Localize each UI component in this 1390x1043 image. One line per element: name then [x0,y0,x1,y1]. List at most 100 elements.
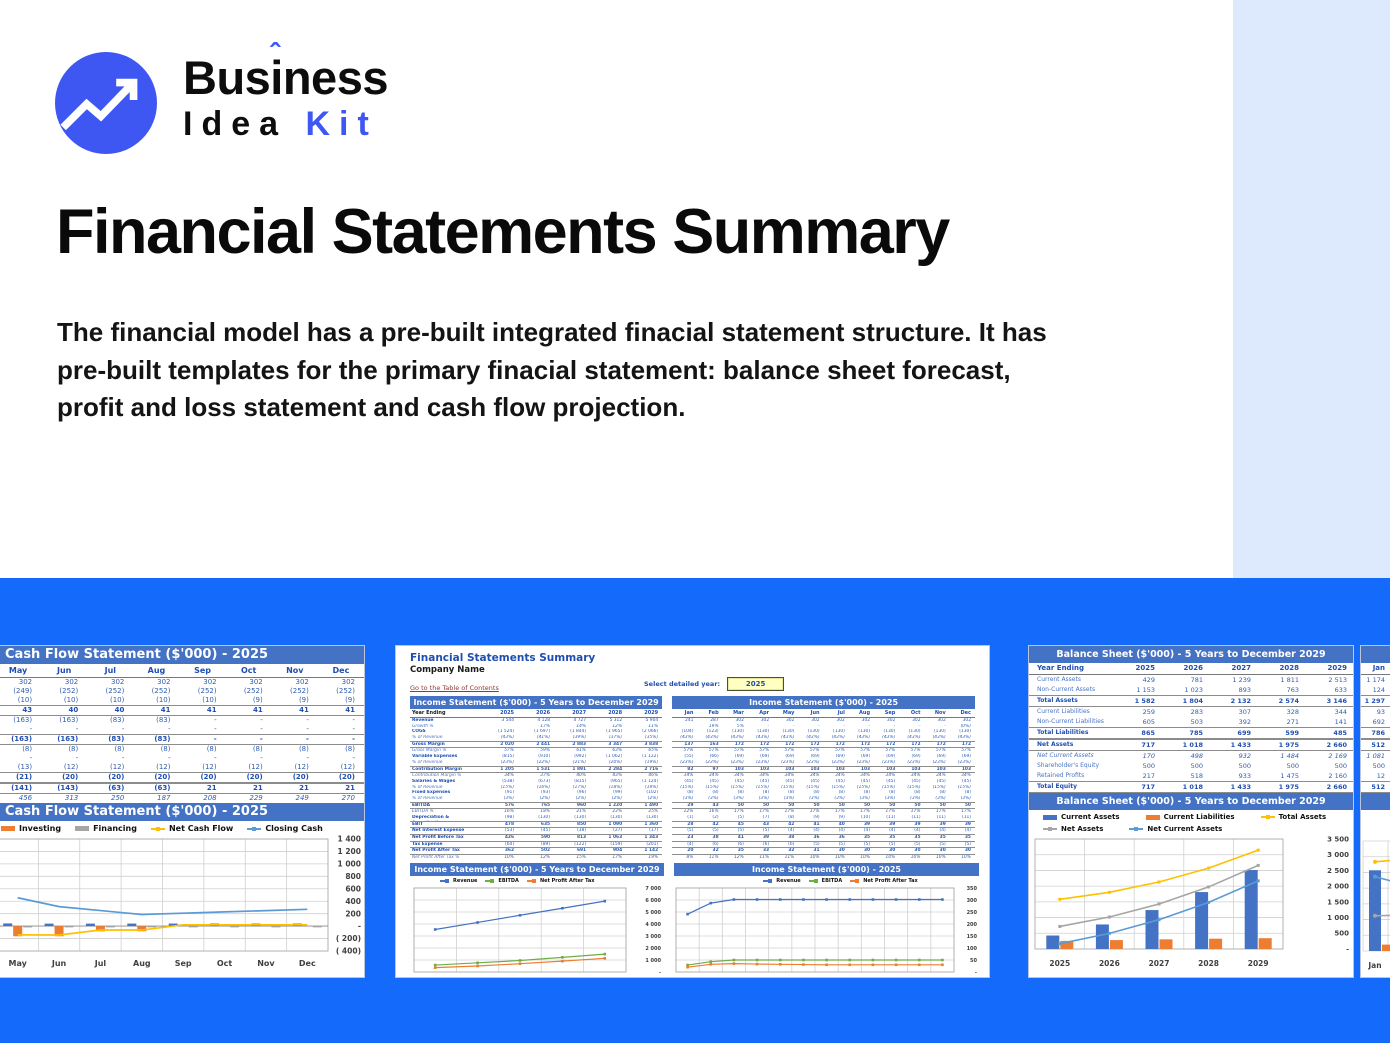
table-cell: 717 [1141,741,1155,749]
table-cell: 1 484 [1280,752,1299,760]
table-row: Fixed Expenses (91) (93) (96) (99) (102) [410,790,662,796]
svg-text:1 000: 1 000 [338,860,362,869]
table-cell: 31 [813,848,820,854]
table-row: Variable Expenses (815) (910) (992) (1 062) (… [410,754,662,760]
row-label: Growth % [412,723,434,729]
table-cell: 2 169 [1328,752,1347,760]
table-cell: 163 [709,741,719,747]
income-statement-screenshot: Financial Statements Summary Company Nam… [395,645,990,978]
table-cell: (130) [833,729,845,735]
table-cell: 41 [813,821,820,827]
table-cell: 82 [687,766,694,772]
table-cell: (1 062) [606,754,623,760]
summary-header: Financial Statements Summary Company Nam… [396,646,989,696]
table-cell: 3 347 [608,741,623,747]
table-cell: (43%) [907,735,921,741]
table-row: EBITDA % 16% 18% 21% 23% 25% [410,809,662,815]
table-cell: 36 [838,835,845,841]
page-title: Financial Statements Summary [56,197,950,267]
table-cell: (249) [13,687,33,695]
table-cell: (45) [785,778,795,784]
table-cell: 635 [540,821,551,827]
svg-text:1 000: 1 000 [645,958,661,964]
table-row: COGS (1 524) (1 697) (1 844) (1 965) (2 066) [410,729,662,735]
table-cell: (252) [151,687,171,695]
table-row: 93 [1361,707,1390,717]
table-cell: 57% [885,748,896,754]
row-label: Net Profit After Tax % [412,855,460,861]
col-header-label: Year Ending [412,710,446,716]
table-cell: 503 [1190,718,1203,726]
svg-text:200: 200 [345,909,361,918]
table-row: % of Revenue (23%) (22%) (21%) (20%) (19%) [410,760,662,766]
svg-text:2026: 2026 [1099,959,1120,968]
table-row: 29 43 50 50 50 50 50 50 50 50 50 50 [672,801,975,810]
table-cell: 362 [504,848,515,854]
table-cell: - [918,723,921,729]
table-cell: 1 804 [1182,697,1203,705]
table-cell: (11) [886,815,896,820]
table-cell: (11) [961,815,971,820]
table-row: Net Interest Expense (53) (45) (38) (27) (17) [410,828,662,834]
table-row: (8) (8) (8) (8) (8) (8) (8) (8) (8) (8) (8) (8) [672,790,975,796]
legend-label: Total Assets [1278,813,1327,821]
legend-label: Revenue [453,877,478,884]
brand-name-bottom: Idea Kit [183,105,388,144]
table-cell: 456 [18,794,33,802]
table-cell: 57% [708,748,719,754]
table-cell: 5 312 [609,718,623,723]
legend-swatch-line [440,879,449,884]
table-cell: (20) [108,773,125,781]
table-cell: (130) [646,815,659,820]
table-cell: (21) [15,773,33,781]
table-cell: (23%) [500,759,515,765]
table-row: EBITDA 576 765 960 1 220 1 490 [410,801,663,810]
table-cell: 30 [914,848,921,854]
table-cell: 344 [1334,708,1347,716]
table-cell: (130) [959,729,971,735]
table-row: Total Equity 717 1 018 1 433 1 975 2 660 [1029,781,1353,793]
table-cell: 12% [734,855,744,861]
legend-swatch-line [526,879,536,884]
table-row: 456 313 250 187 208 229 249 270 [0,794,364,803]
row-label: EBITDA [412,802,431,808]
table-cell: Dec [332,666,350,675]
table-cell: 34% [784,773,795,779]
table-cell: 103 [835,766,845,772]
table-cell: (8) [737,790,744,796]
table-cell: 217 [1142,772,1155,780]
table-cell: 43% [612,773,623,779]
table-row: (5) (5) (5) (5) (4) (4) (4) (4) (4) (4) (4) (4) [672,828,975,834]
svg-text:50: 50 [970,958,977,964]
cash-flow-chart-title: Cash Flow Statement ($'000) - 2025 [0,803,364,821]
table-cell: (69) [861,754,871,760]
legend-item: Closing Cash [247,824,323,833]
table-cell: 103 [810,766,820,772]
table-cell: (8) [687,790,694,796]
table-of-contents-link[interactable]: Go to the Table of Contents [410,684,499,692]
table-cell: (15%) [705,784,719,790]
table-cell: (10) [861,815,871,820]
table-cell: (8) [788,815,795,820]
table-cell: 93 [1376,708,1385,716]
table-cell: 287 [710,718,719,723]
table-cell: 1 975 [1278,783,1299,791]
year-selector-input[interactable]: 2025 [727,677,785,691]
svg-text:Dec: Dec [299,959,316,968]
table-row: 57% 57% 57% 57% 57% 57% 57% 57% 57% 57% 57% 57% [672,748,975,754]
table-cell: (163) [59,716,79,724]
table-cell: (122) [574,841,587,847]
table-cell: 250 [111,794,125,802]
row-label: Tax Expense [412,841,443,847]
table-cell: 1 239 [1232,676,1251,684]
table-cell: (43%) [932,735,946,741]
table-cell: (12) [340,763,355,771]
page-description: The financial model has a pre-built inte… [57,317,1047,423]
balance-table: Current Assets 429 781 1 239 1 811 2 513 Non-C… [1029,675,1353,793]
table-cell: 302 [785,718,795,723]
table-cell: (15%) [831,784,845,790]
table-cell: 1 205 [500,766,515,772]
table-cell: 605 [1142,718,1155,726]
table-cell: (89) [541,841,551,847]
table-cell: 16% [708,809,719,815]
